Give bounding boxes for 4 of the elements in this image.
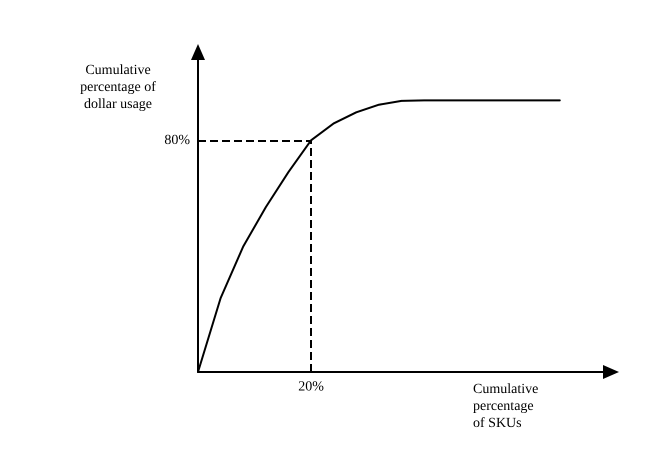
x-axis-title: Cumulative percentage of SKUs: [473, 382, 538, 431]
text: 20%: [298, 380, 324, 394]
y-axis-title: Cumulative percentage of dollar usage: [80, 63, 156, 112]
text: 80%: [164, 132, 190, 148]
